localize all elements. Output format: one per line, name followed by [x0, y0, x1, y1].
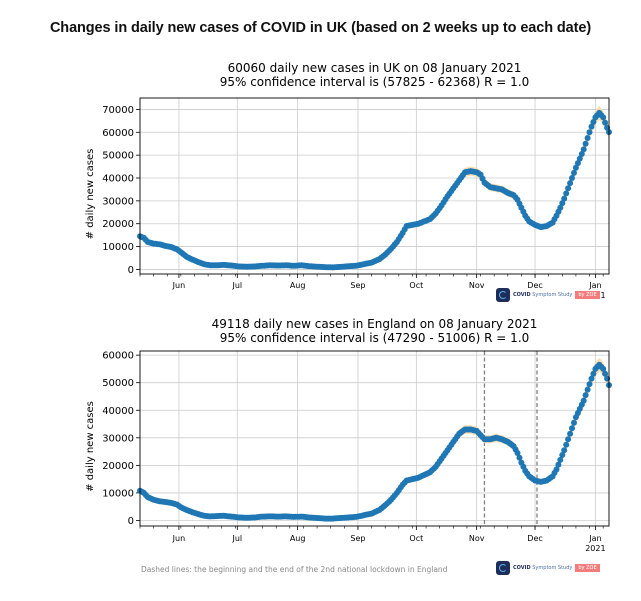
y-tick-label: 50000 — [102, 151, 134, 162]
confidence-band — [140, 357, 609, 520]
plot-frame — [139, 97, 610, 275]
data-point — [576, 155, 583, 162]
data-point — [567, 180, 574, 187]
y-tick-label: 40000 — [102, 406, 134, 417]
x-tick-label: Dec — [527, 281, 542, 290]
y-tick-label: 50000 — [102, 378, 134, 389]
chart-subtitle: 95% confidence interval is (47290 - 5100… — [220, 331, 530, 345]
data-point — [590, 119, 597, 125]
covid-app-icon — [496, 288, 510, 302]
y-tick-label: 0 — [128, 516, 134, 527]
data-point — [569, 175, 575, 181]
data-point — [563, 190, 570, 197]
y-axis-label: # daily new cases — [85, 149, 96, 240]
y-tick-label: 70000 — [102, 105, 134, 116]
x-tick-label: Jul — [231, 281, 242, 290]
data-point — [588, 375, 595, 382]
x-tick-label: Jul — [231, 534, 242, 543]
y-tick-label: 40000 — [102, 174, 134, 185]
x-tick-label: Jan — [588, 281, 601, 290]
data-point — [571, 169, 577, 176]
data-point — [572, 164, 579, 171]
data-point — [553, 466, 560, 473]
data-point — [586, 381, 593, 388]
data-point — [559, 452, 566, 458]
data-point — [588, 123, 595, 130]
x-tick-label: Aug — [290, 281, 306, 290]
data-point — [516, 454, 523, 461]
data-point — [514, 450, 521, 456]
x-tick-label: Jun — [172, 281, 186, 290]
y-tick-label: 60000 — [102, 128, 134, 139]
y-tick-label: 20000 — [102, 461, 134, 472]
zoe-badge: by ZOE — [575, 291, 600, 299]
x-tick-label: Dec — [527, 534, 542, 543]
data-point — [602, 119, 609, 126]
x-tick-label: Jun — [172, 534, 186, 543]
x-tick-sublabel: 2021 — [585, 544, 605, 553]
chart-uk: 60060 daily new cases in UK on 08 Januar… — [85, 61, 612, 300]
x-tick-label: Sep — [350, 534, 365, 543]
data-point — [569, 425, 575, 432]
y-axis-label: # daily new cases — [85, 401, 96, 492]
data-point — [578, 151, 585, 157]
x-tick-label: Sep — [350, 281, 365, 290]
y-tick-label: 10000 — [102, 242, 134, 253]
footnote: Dashed lines: the beginning and the end … — [141, 565, 448, 574]
chart-england: 49118 daily new cases in England on 08 J… — [85, 317, 612, 553]
chart-title: 49118 daily new cases in England on 08 J… — [212, 317, 538, 331]
data-point — [590, 370, 597, 377]
y-tick-label: 60000 — [102, 351, 134, 362]
chart-subtitle: 95% confidence interval is (57825 - 6236… — [220, 75, 530, 89]
y-tick-label: 30000 — [102, 433, 134, 444]
data-point — [584, 135, 591, 141]
data-point — [565, 185, 572, 192]
data-point — [561, 447, 568, 454]
data-point — [580, 146, 587, 153]
x-tick-label: Aug — [290, 534, 306, 543]
data-point — [582, 140, 589, 147]
data-point — [580, 397, 587, 404]
covid-app-icon — [496, 561, 510, 575]
logo-text: COVID Symptom Study — [513, 565, 573, 571]
y-tick-label: 20000 — [102, 219, 134, 230]
y-tick-label: 30000 — [102, 196, 134, 207]
data-point — [586, 129, 593, 136]
x-tick-label: Nov — [469, 281, 485, 290]
x-tick-label: Nov — [469, 534, 485, 543]
data-point — [571, 419, 577, 426]
data-point — [561, 195, 568, 202]
confidence-band — [140, 105, 609, 269]
chart-title: 60060 daily new cases in UK on 08 Januar… — [228, 61, 522, 75]
logo-england: COVID Symptom Study by ZOE — [496, 561, 600, 575]
data-point — [565, 436, 572, 443]
y-tick-label: 10000 — [102, 488, 134, 499]
x-tick-label: Oct — [409, 534, 423, 543]
data-point — [582, 392, 589, 399]
plot-frame — [139, 350, 610, 527]
data-point — [557, 456, 564, 463]
data-point — [563, 441, 570, 448]
data-point — [557, 204, 564, 211]
data-point — [600, 365, 607, 372]
zoe-badge: by ZOE — [575, 564, 600, 572]
data-point — [584, 386, 591, 393]
logo-text: COVID Symptom Study — [513, 292, 573, 298]
data-point — [559, 200, 566, 207]
logo-uk: COVID Symptom Study by ZOE — [496, 288, 600, 302]
x-tick-label: Oct — [409, 281, 423, 290]
x-tick-label: Jan — [588, 534, 601, 543]
data-point — [567, 430, 574, 437]
data-point — [574, 160, 581, 167]
data-point — [555, 461, 562, 468]
y-tick-label: 0 — [128, 265, 134, 276]
data-point — [600, 114, 607, 121]
data-point — [602, 370, 609, 377]
page-title: Changes in daily new cases of COVID in U… — [49, 20, 592, 36]
